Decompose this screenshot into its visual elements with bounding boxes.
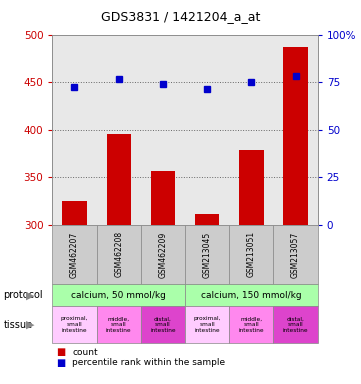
Text: GDS3831 / 1421204_a_at: GDS3831 / 1421204_a_at [101,10,260,23]
Text: ▶: ▶ [26,290,35,300]
Text: proximal,
small
intestine: proximal, small intestine [193,316,221,333]
Text: GSM462207: GSM462207 [70,231,79,278]
Text: GSM213057: GSM213057 [291,231,300,278]
Text: protocol: protocol [4,290,43,300]
Bar [151,171,175,225]
Text: GSM213045: GSM213045 [203,231,212,278]
Text: calcium, 150 mmol/kg: calcium, 150 mmol/kg [201,291,302,300]
Text: distal,
small
intestine: distal, small intestine [283,316,308,333]
Text: GSM462209: GSM462209 [158,231,168,278]
Bar [62,201,87,225]
Text: count: count [72,348,98,357]
Bar [239,149,264,225]
Text: proximal,
small
intestine: proximal, small intestine [61,316,88,333]
Bar [195,214,219,225]
Bar [283,47,308,225]
Text: ■: ■ [56,358,65,368]
Text: GSM462208: GSM462208 [114,231,123,278]
Text: ▶: ▶ [26,319,35,330]
Text: middle,
small
intestine: middle, small intestine [239,316,264,333]
Text: ■: ■ [56,347,65,357]
Text: calcium, 50 mmol/kg: calcium, 50 mmol/kg [71,291,166,300]
Text: middle,
small
intestine: middle, small intestine [106,316,131,333]
Text: percentile rank within the sample: percentile rank within the sample [72,358,225,367]
Text: distal,
small
intestine: distal, small intestine [150,316,176,333]
Bar [106,134,131,225]
Text: tissue: tissue [4,319,33,330]
Text: GSM213051: GSM213051 [247,231,256,278]
